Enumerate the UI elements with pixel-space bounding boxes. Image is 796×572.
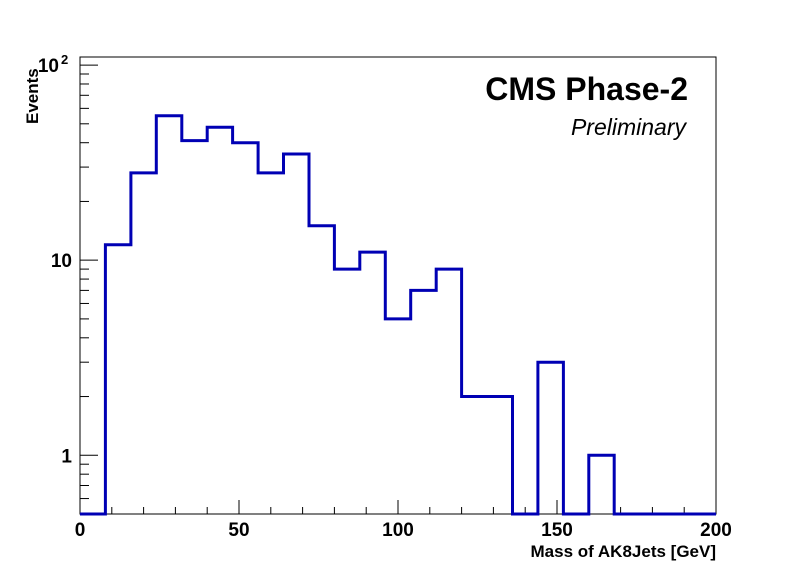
y-tick-label: 10	[51, 251, 72, 272]
x-tick-labels: 0 50 100 150 200	[75, 520, 732, 541]
y-axis-label: Events	[23, 68, 42, 124]
y-tick-exponent: 2	[61, 52, 68, 67]
x-tick-label: 50	[228, 520, 249, 541]
y-tick-label: 10	[38, 56, 59, 77]
x-tick-label: 200	[700, 520, 732, 541]
x-axis-label: Mass of AK8Jets [GeV]	[531, 542, 716, 561]
chart-subtitle: Preliminary	[571, 114, 688, 140]
y-tick-label: 1	[61, 446, 72, 467]
histogram-line	[80, 114, 716, 516]
x-tick-label: 150	[541, 520, 573, 541]
chart-title: CMS Phase-2	[485, 71, 688, 107]
x-tick-label: 100	[382, 520, 414, 541]
x-tick-label: 0	[75, 520, 86, 541]
